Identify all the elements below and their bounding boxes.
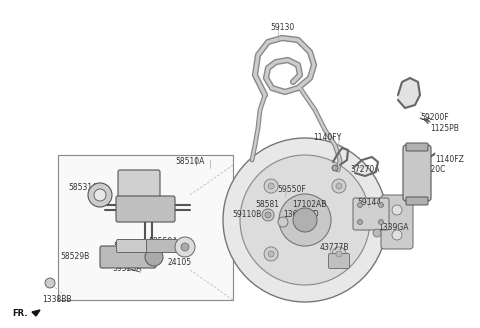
Text: 1125PB: 1125PB bbox=[430, 124, 459, 133]
Circle shape bbox=[358, 202, 362, 208]
Circle shape bbox=[145, 248, 163, 266]
Circle shape bbox=[358, 219, 362, 224]
FancyBboxPatch shape bbox=[328, 254, 349, 269]
Text: 58529B: 58529B bbox=[60, 252, 89, 261]
FancyBboxPatch shape bbox=[118, 170, 160, 202]
Circle shape bbox=[265, 212, 271, 218]
Text: 59144: 59144 bbox=[357, 198, 381, 207]
FancyBboxPatch shape bbox=[381, 195, 413, 249]
Circle shape bbox=[278, 217, 288, 227]
Circle shape bbox=[373, 229, 381, 237]
Circle shape bbox=[94, 189, 106, 201]
Circle shape bbox=[264, 247, 278, 261]
Circle shape bbox=[332, 165, 338, 171]
Circle shape bbox=[223, 138, 387, 302]
Circle shape bbox=[181, 243, 189, 251]
Text: 59110B: 59110B bbox=[232, 210, 261, 219]
FancyBboxPatch shape bbox=[406, 143, 428, 151]
Text: 59130: 59130 bbox=[270, 23, 294, 32]
Text: 58531A: 58531A bbox=[68, 183, 97, 192]
Circle shape bbox=[88, 183, 112, 207]
Polygon shape bbox=[398, 78, 420, 108]
Text: 17102AB: 17102AB bbox=[292, 200, 326, 209]
Circle shape bbox=[332, 247, 346, 261]
Circle shape bbox=[379, 219, 384, 224]
Text: 58550A: 58550A bbox=[148, 237, 178, 246]
Text: 24105: 24105 bbox=[168, 258, 192, 267]
Text: 58529B: 58529B bbox=[118, 172, 147, 181]
Text: 37270A: 37270A bbox=[350, 165, 380, 174]
Text: FR.: FR. bbox=[12, 309, 27, 318]
Circle shape bbox=[240, 155, 370, 285]
FancyBboxPatch shape bbox=[117, 239, 147, 253]
Circle shape bbox=[262, 209, 274, 221]
Text: 58510A: 58510A bbox=[175, 157, 204, 166]
Text: 59525A: 59525A bbox=[112, 264, 142, 273]
Text: 59550F: 59550F bbox=[277, 185, 306, 194]
Text: 58540A: 58540A bbox=[113, 242, 143, 251]
FancyBboxPatch shape bbox=[353, 198, 389, 230]
Text: 1339GA: 1339GA bbox=[378, 223, 408, 232]
Polygon shape bbox=[32, 310, 40, 316]
Bar bbox=[58, 155, 233, 300]
Circle shape bbox=[268, 251, 274, 257]
Text: 59220C: 59220C bbox=[416, 165, 445, 174]
Circle shape bbox=[268, 183, 274, 189]
Circle shape bbox=[332, 179, 346, 193]
Text: 59200F: 59200F bbox=[420, 113, 449, 122]
Circle shape bbox=[279, 194, 331, 246]
Circle shape bbox=[175, 237, 195, 257]
FancyBboxPatch shape bbox=[406, 197, 428, 205]
Text: 13602ND: 13602ND bbox=[283, 210, 319, 219]
Circle shape bbox=[379, 202, 384, 208]
Circle shape bbox=[392, 205, 402, 215]
Circle shape bbox=[293, 208, 317, 232]
Circle shape bbox=[336, 183, 342, 189]
FancyBboxPatch shape bbox=[100, 246, 156, 268]
Circle shape bbox=[336, 251, 342, 257]
Text: 58581: 58581 bbox=[255, 200, 279, 209]
FancyBboxPatch shape bbox=[403, 145, 431, 201]
FancyBboxPatch shape bbox=[146, 239, 178, 253]
Text: 1338BB: 1338BB bbox=[42, 295, 72, 304]
Text: 1140FY: 1140FY bbox=[313, 133, 341, 142]
Circle shape bbox=[45, 278, 55, 288]
Text: 43777B: 43777B bbox=[320, 243, 349, 252]
Circle shape bbox=[264, 179, 278, 193]
Circle shape bbox=[392, 230, 402, 240]
FancyBboxPatch shape bbox=[116, 196, 175, 222]
Text: 1140FZ: 1140FZ bbox=[435, 155, 464, 164]
